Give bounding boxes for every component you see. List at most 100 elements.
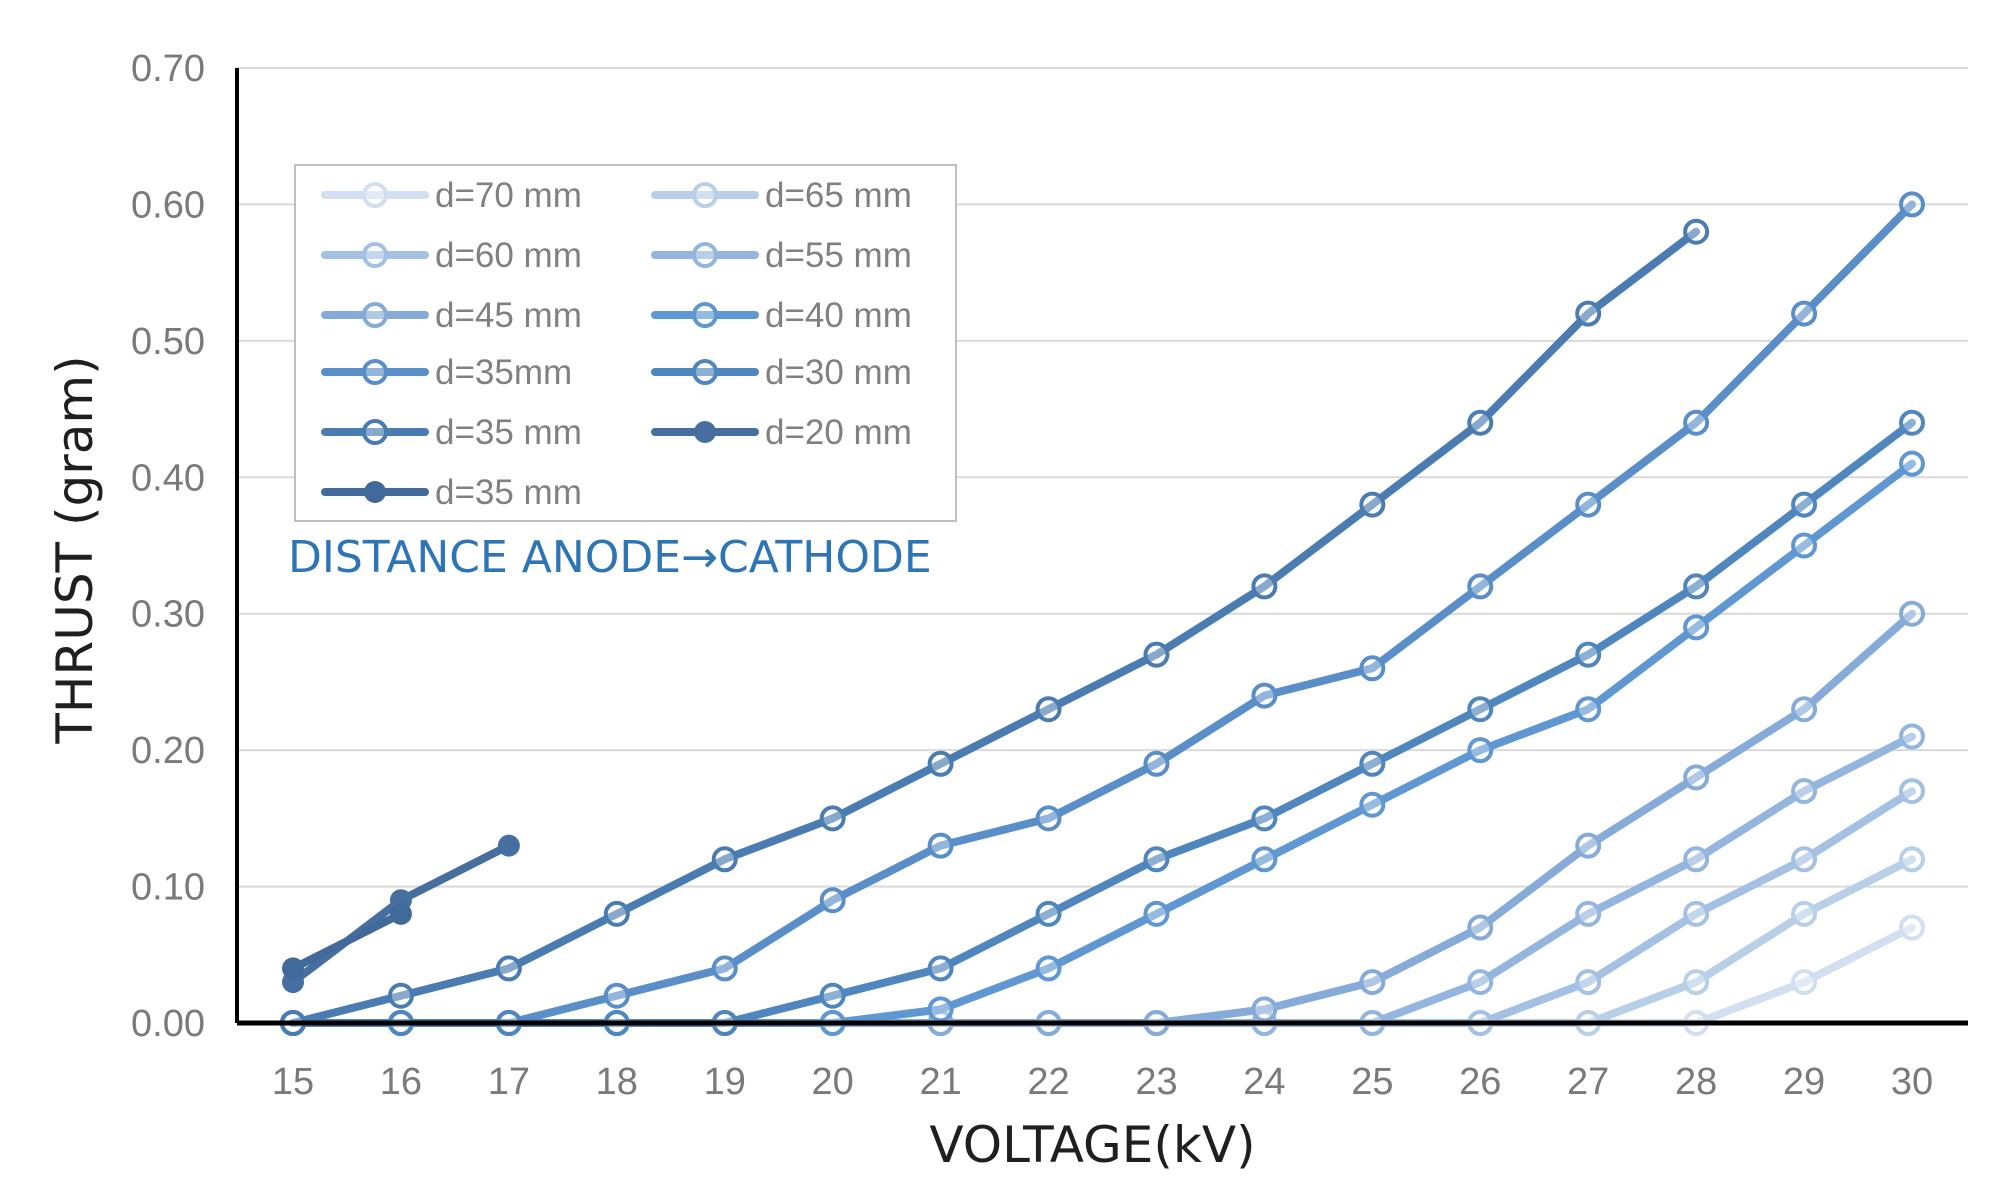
legend-label: d=45 mm	[435, 296, 582, 335]
y-tick-label: 0.50	[131, 321, 205, 363]
series-line	[289, 227, 1701, 1027]
data-point	[1791, 300, 1818, 327]
data-point	[819, 805, 846, 832]
legend-label: d=65 mm	[765, 176, 912, 215]
legend-swatch-marker	[362, 242, 388, 268]
data-point	[1251, 805, 1278, 832]
data-point	[1035, 900, 1062, 927]
series	[280, 778, 1925, 1036]
x-tick-label: 28	[1675, 1061, 1717, 1103]
data-point	[1467, 696, 1494, 723]
legend-label: d=35 mm	[435, 413, 582, 452]
data-point	[495, 955, 522, 982]
data-point	[1683, 614, 1710, 641]
data-point	[1899, 600, 1925, 627]
x-tick-label: 23	[1135, 1061, 1177, 1103]
legend-swatch-marker	[694, 421, 716, 443]
legend-item: d=20 mm	[651, 413, 912, 452]
data-point	[1575, 900, 1602, 927]
data-point	[1143, 900, 1170, 927]
data-point	[1683, 218, 1710, 245]
data-point	[1359, 655, 1386, 682]
legend-swatch-marker	[692, 302, 718, 328]
series-line	[289, 732, 1916, 1027]
data-point	[819, 982, 846, 1009]
data-point	[1575, 491, 1602, 518]
data-point	[1899, 723, 1925, 750]
x-tick-label: 21	[919, 1061, 961, 1103]
data-point	[1683, 969, 1710, 996]
legend-label: d=35 mm	[435, 473, 582, 512]
data-point	[1791, 846, 1818, 873]
legend-item: d=45 mm	[321, 296, 582, 335]
data-point	[1251, 996, 1278, 1023]
data-point	[1359, 750, 1386, 777]
x-tick-label: 22	[1027, 1061, 1069, 1103]
data-point	[1575, 696, 1602, 723]
series	[280, 600, 1925, 1036]
y-tick-labels: 0.00 0.10 0.20 0.30 0.40 0.50 0.60 0.70	[131, 48, 205, 1045]
legend-item: d=55 mm	[651, 236, 912, 275]
y-tick-label: 0.70	[131, 48, 205, 90]
data-point	[497, 834, 520, 857]
data-point	[1899, 450, 1925, 477]
data-point	[1899, 191, 1925, 218]
x-tick-label: 17	[488, 1061, 530, 1103]
data-point	[1035, 696, 1062, 723]
data-point	[1467, 737, 1494, 764]
data-point	[1143, 750, 1170, 777]
data-point	[927, 996, 954, 1023]
legend-swatch-marker	[692, 359, 718, 385]
legend-swatch-marker	[364, 481, 386, 503]
data-point	[1899, 778, 1925, 805]
legend-item: d=35 mm	[321, 413, 582, 452]
data-point	[1575, 969, 1602, 996]
data-point	[927, 750, 954, 777]
data-point	[1575, 832, 1602, 859]
data-point	[1143, 641, 1170, 668]
x-tick-label: 16	[380, 1061, 422, 1103]
data-point	[1251, 573, 1278, 600]
legend: d=70 mm d=65 mm d=60 mm d=55 mm d=45 mm d=40 …	[294, 164, 957, 522]
data-point	[927, 832, 954, 859]
distance-annotation: DISTANCE ANODE→CATHODE	[288, 532, 932, 583]
y-tick-label: 0.00	[131, 1003, 205, 1045]
data-point	[1467, 409, 1494, 436]
data-point	[1359, 791, 1386, 818]
legend-swatch-marker	[362, 182, 388, 208]
data-point	[1791, 491, 1818, 518]
data-point	[1791, 778, 1818, 805]
x-axis-title: VOLTAGE(kV)	[929, 1116, 1255, 1174]
legend-label: d=60 mm	[435, 236, 582, 275]
y-tick-label: 0.20	[131, 730, 205, 772]
legend-item: d=70 mm	[321, 176, 582, 215]
legend-label: d=55 mm	[765, 236, 912, 275]
x-tick-label: 20	[812, 1061, 854, 1103]
y-tick-label: 0.60	[131, 184, 205, 226]
data-point	[1575, 641, 1602, 668]
series-line	[289, 909, 405, 973]
data-point	[603, 900, 630, 927]
data-point	[389, 902, 412, 925]
x-tick-label: 29	[1783, 1061, 1825, 1103]
x-tick-label: 15	[272, 1061, 314, 1103]
data-point	[1035, 955, 1062, 982]
legend-label: d=30 mm	[765, 353, 912, 392]
data-point	[1359, 969, 1386, 996]
series-line	[289, 609, 1916, 1027]
data-point	[1467, 914, 1494, 941]
data-point	[1791, 900, 1818, 927]
x-tick-label: 26	[1459, 1061, 1501, 1103]
x-tick-label: 30	[1891, 1061, 1933, 1103]
y-axis-title: THRUST (gram)	[46, 355, 104, 744]
series-line	[289, 200, 1916, 1027]
data-point	[1899, 409, 1925, 436]
data-point	[1683, 764, 1710, 791]
legend-swatch-marker	[362, 419, 388, 445]
data-point	[1251, 846, 1278, 873]
legend-swatch-marker	[362, 359, 388, 385]
legend-item: d=60 mm	[321, 236, 582, 275]
data-point	[282, 957, 304, 980]
data-point	[1683, 409, 1710, 436]
